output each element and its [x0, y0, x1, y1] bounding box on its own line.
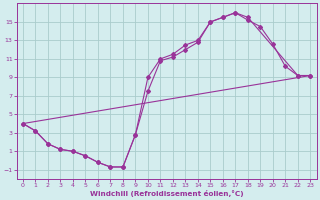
X-axis label: Windchill (Refroidissement éolien,°C): Windchill (Refroidissement éolien,°C): [90, 190, 244, 197]
